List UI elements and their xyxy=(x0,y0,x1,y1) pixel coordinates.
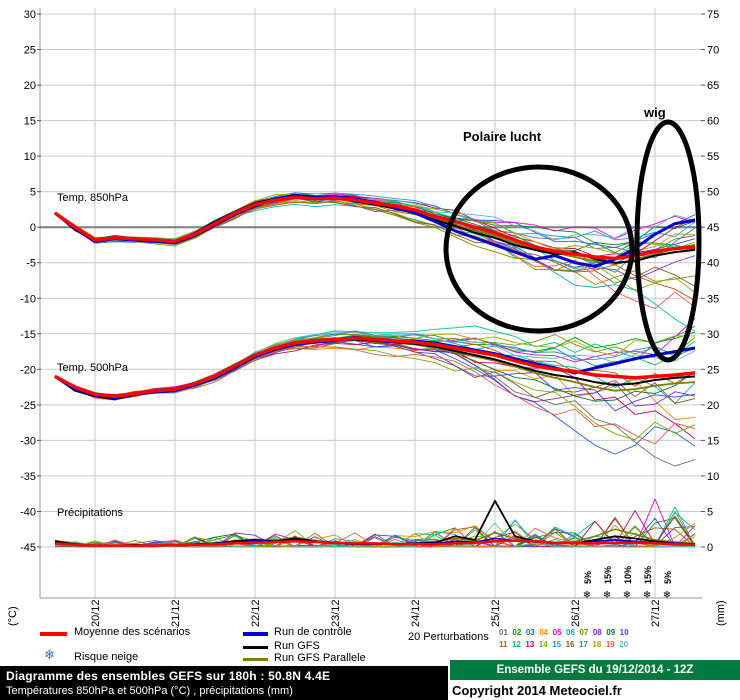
svg-text:-10: -10 xyxy=(20,293,36,305)
gfs-t850-line xyxy=(54,194,696,264)
snow-risk-markers: 5% ❄ 15% ❄ 10% ❄ 15% ❄ 5% ❄ xyxy=(583,566,673,601)
svg-text:-5: -5 xyxy=(26,258,36,270)
svg-text:-45: -45 xyxy=(20,542,36,554)
svg-text:60: 60 xyxy=(707,116,719,128)
svg-text:Temp. 850hPa: Temp. 850hPa xyxy=(57,192,129,204)
svg-text:21/12: 21/12 xyxy=(170,599,182,627)
svg-text:5: 5 xyxy=(707,506,713,518)
svg-text:35: 35 xyxy=(707,293,719,305)
member-t850-line xyxy=(54,200,696,294)
mean-t500-line xyxy=(54,336,696,399)
svg-text:0: 0 xyxy=(30,222,36,234)
svg-text:65: 65 xyxy=(707,80,719,92)
svg-text:15: 15 xyxy=(24,116,36,128)
svg-text:20/12: 20/12 xyxy=(90,599,102,627)
svg-text:22/12: 22/12 xyxy=(250,599,262,627)
snowflake-icon: ❄ xyxy=(583,590,591,601)
svg-text:5%: 5% xyxy=(583,571,593,584)
svg-text:20: 20 xyxy=(24,80,36,92)
annotation-ellipse xyxy=(634,119,702,363)
title-bar: Diagramme des ensembles GEFS sur 180h : … xyxy=(0,666,448,700)
svg-text:25/12: 25/12 xyxy=(490,599,502,627)
svg-text:(mm): (mm) xyxy=(715,600,727,626)
chart-gridlines xyxy=(37,8,705,599)
svg-text:30: 30 xyxy=(24,9,36,21)
member-t850-line xyxy=(54,192,696,241)
svg-text:10: 10 xyxy=(24,151,36,163)
svg-text:24/12: 24/12 xyxy=(410,599,422,627)
svg-text:45: 45 xyxy=(707,222,719,234)
member-t850-line xyxy=(54,197,696,265)
svg-text:5%: 5% xyxy=(663,571,673,584)
perturbation-member-lines xyxy=(54,192,696,548)
svg-text:-20: -20 xyxy=(20,364,36,376)
annotation-text: Polaire lucht xyxy=(463,129,542,144)
svg-text:20: 20 xyxy=(707,400,719,412)
run-info-bar: Ensemble GEFS du 19/12/2014 - 12Z xyxy=(450,660,740,680)
svg-text:Temp. 500hPa: Temp. 500hPa xyxy=(57,362,129,374)
mean-t850-line xyxy=(53,195,696,261)
title-line2: Températures 850hPa et 500hPa (°C) , pré… xyxy=(6,685,293,697)
svg-text:23/12: 23/12 xyxy=(330,599,342,627)
svg-text:Précipitations: Précipitations xyxy=(57,507,124,519)
svg-text:-40: -40 xyxy=(20,506,36,518)
svg-text:15%: 15% xyxy=(643,566,653,584)
svg-text:-15: -15 xyxy=(20,329,36,341)
band-labels: Temp. 850hPa Temp. 500hPa Précipitations xyxy=(57,192,129,519)
svg-text:-30: -30 xyxy=(20,435,36,447)
svg-text:25: 25 xyxy=(707,364,719,376)
svg-text:-35: -35 xyxy=(20,471,36,483)
hand-drawn-annotations: Polaire lucht wig xyxy=(443,105,702,363)
member-t850-line xyxy=(54,197,696,310)
snowflake-icon: ❄ xyxy=(643,590,651,601)
svg-text:75: 75 xyxy=(707,9,719,21)
title-line1: Diagramme des ensembles GEFS sur 180h : … xyxy=(6,669,331,683)
mean-precip-line xyxy=(54,539,696,547)
annotation-ellipse xyxy=(443,164,635,334)
snowflake-icon: ❄ xyxy=(663,590,671,601)
annotation-text: wig xyxy=(643,105,666,120)
svg-text:50: 50 xyxy=(707,187,719,199)
svg-text:10: 10 xyxy=(707,471,719,483)
svg-text:30: 30 xyxy=(707,329,719,341)
gfs-precip-line xyxy=(54,499,696,547)
snowflake-icon: ❄ xyxy=(623,590,631,601)
member-t500-line xyxy=(54,346,696,445)
svg-text:5: 5 xyxy=(30,187,36,199)
svg-text:26/12: 26/12 xyxy=(570,599,582,627)
svg-text:-25: -25 xyxy=(20,400,36,412)
svg-text:27/12: 27/12 xyxy=(650,599,662,627)
member-t850-line xyxy=(54,200,696,301)
svg-text:10%: 10% xyxy=(623,566,633,584)
svg-text:40: 40 xyxy=(707,258,719,270)
svg-text:55: 55 xyxy=(707,151,719,163)
svg-text:70: 70 xyxy=(707,45,719,57)
svg-text:25: 25 xyxy=(24,45,36,57)
snowflake-icon: ❄ xyxy=(603,590,611,601)
svg-text:(°C): (°C) xyxy=(7,606,19,626)
svg-text:0: 0 xyxy=(707,542,713,554)
copyright: Copyright 2014 Meteociel.fr xyxy=(452,683,622,698)
main-scenario-lines xyxy=(53,193,696,547)
svg-text:15: 15 xyxy=(707,435,719,447)
svg-text:15%: 15% xyxy=(603,566,613,584)
